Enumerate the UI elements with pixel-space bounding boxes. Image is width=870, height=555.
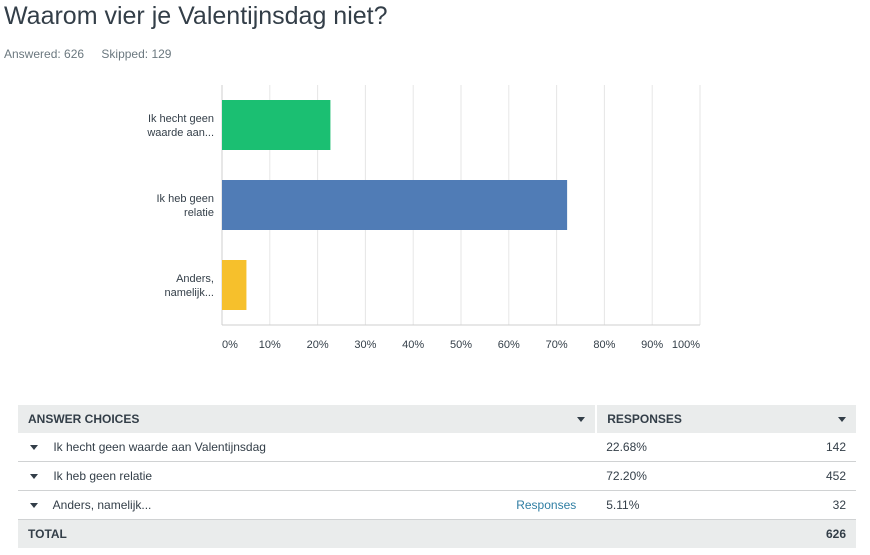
answer-choice-label: Ik hecht geen waarde aan Valentijnsdag [53, 440, 266, 454]
category-label: relatie [184, 207, 214, 219]
response-count: 142 [766, 433, 856, 462]
response-count: 32 [766, 490, 856, 520]
category-label: Ik heb geen [157, 193, 215, 205]
x-tick-label: 50% [450, 339, 472, 351]
x-tick-label: 0% [222, 339, 238, 351]
answer-choice-cell: Ik hecht geen waarde aan Valentijnsdag [18, 433, 597, 462]
category-label: namelijk... [164, 287, 214, 299]
header-answer-choices-label: ANSWER CHOICES [28, 412, 140, 426]
category-label: Anders, [176, 273, 214, 285]
answer-table: ANSWER CHOICES RESPONSES Ik hecht geen w… [18, 405, 856, 548]
expand-caret-icon[interactable] [30, 474, 38, 480]
bar [222, 180, 568, 230]
sort-caret-icon[interactable] [838, 417, 846, 422]
bar [222, 260, 247, 310]
total-label: TOTAL [18, 519, 597, 548]
skipped-count: Skipped: 129 [101, 47, 172, 61]
x-tick-label: 70% [546, 339, 568, 351]
header-responses[interactable]: RESPONSES [596, 405, 856, 433]
sort-caret-icon[interactable] [577, 417, 586, 422]
responses-link[interactable]: Responses [516, 498, 577, 512]
total-value: 626 [766, 519, 856, 548]
x-tick-label: 40% [402, 339, 424, 351]
question-title: Waarom vier je Valentijnsdag niet? [4, 2, 388, 30]
response-percent: 72.20% [596, 461, 767, 491]
category-label: waarde aan... [146, 127, 214, 139]
category-label: Ik hecht geen [148, 113, 214, 125]
x-tick-label: 90% [641, 339, 663, 351]
x-tick-label: 60% [498, 339, 520, 351]
table-row: Ik hecht geen waarde aan Valentijnsdag 2… [18, 433, 856, 462]
x-tick-label: 10% [259, 339, 281, 351]
answer-choice-cell: Anders, namelijk... Responses [18, 490, 597, 520]
x-tick-label: 80% [593, 339, 615, 351]
header-responses-label: RESPONSES [607, 412, 682, 426]
x-tick-label: 30% [354, 339, 376, 351]
bar-chart: Ik hecht geen waarde aan... Ik heb geen rel… [146, 85, 701, 351]
total-spacer [596, 519, 767, 548]
response-percent: 22.68% [596, 433, 767, 462]
x-tick-label: 20% [307, 339, 329, 351]
answer-choice-label: Anders, namelijk... [52, 498, 152, 512]
header-answer-choices[interactable]: ANSWER CHOICES [18, 405, 598, 433]
answered-count: Answered: 626 [4, 47, 85, 61]
table-row: Anders, namelijk... Responses 5.11% 32 [18, 490, 856, 520]
x-tick-label: 100% [672, 339, 700, 351]
answer-choice-label: Ik heb geen relatie [53, 469, 153, 483]
table-row: Ik heb geen relatie 72.20% 452 [18, 461, 856, 491]
total-row: TOTAL 626 [18, 519, 856, 548]
response-count: 452 [766, 461, 856, 491]
answer-choice-cell: Ik heb geen relatie [18, 461, 597, 491]
response-percent: 5.11% [596, 490, 767, 520]
expand-caret-icon[interactable] [30, 445, 38, 451]
expand-caret-icon[interactable] [30, 503, 38, 509]
bar [222, 100, 331, 150]
response-stats: Answered: 626 Skipped: 129 [4, 47, 185, 61]
